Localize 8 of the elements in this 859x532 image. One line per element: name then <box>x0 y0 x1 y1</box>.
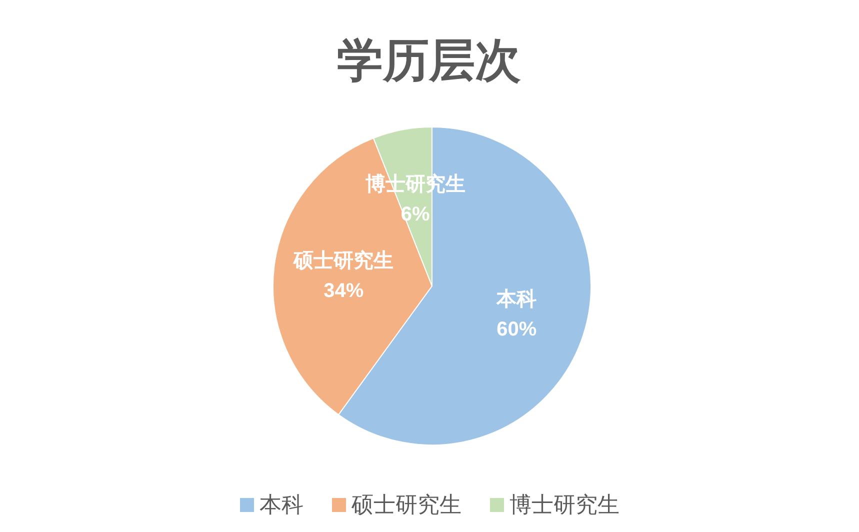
data-label: 34% <box>324 280 364 302</box>
slice-label: 本科 <box>496 288 537 311</box>
legend-label: 博士研究生 <box>508 491 620 519</box>
legend-label: 本科 <box>258 491 304 519</box>
legend-label: 硕士研究生 <box>350 491 462 519</box>
slice-label: 硕士研究生 <box>292 248 394 272</box>
chart-title: 学历层次 <box>337 34 521 86</box>
data-label: 60% <box>496 318 537 341</box>
